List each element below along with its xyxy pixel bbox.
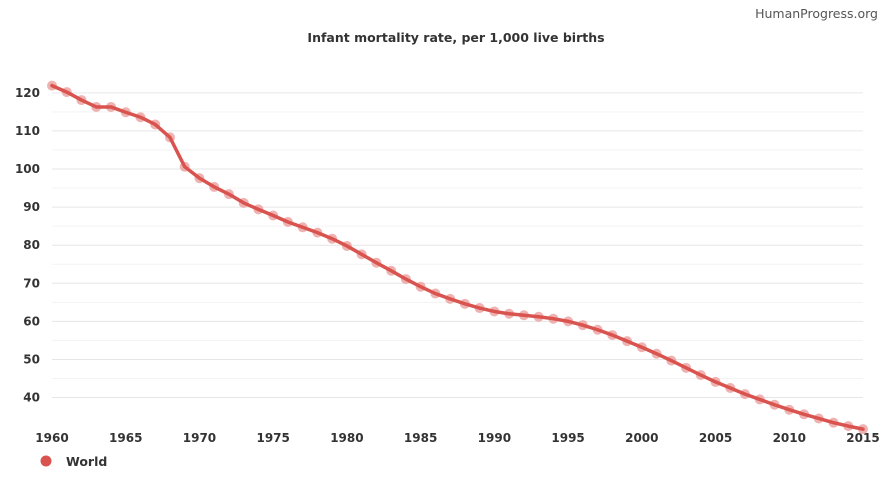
x-tick-label: 2015 [846, 431, 879, 445]
x-tick-label: 1980 [330, 431, 363, 445]
watermark: HumanProgress.org [755, 6, 878, 21]
y-tick-label: 70 [23, 276, 40, 290]
x-tick-label: 1960 [35, 431, 68, 445]
legend-label-world[interactable]: World [66, 454, 107, 469]
y-axis-ticks: 40 50 60 70 80 90 100 110 120 [15, 86, 40, 405]
x-axis-ticks: 1960 1965 1970 1975 1980 1985 1990 1995 2000 2005… [35, 431, 879, 445]
series-world [47, 80, 868, 435]
y-tick-label: 110 [15, 124, 40, 138]
x-tick-label: 1990 [478, 431, 511, 445]
x-tick-label: 1970 [183, 431, 216, 445]
y-tick-label: 100 [15, 162, 40, 176]
grid [52, 92, 863, 399]
series-line-world [50, 83, 865, 431]
y-tick-label: 40 [23, 391, 40, 405]
x-tick-label: 2005 [699, 431, 732, 445]
x-tick-label: 1995 [551, 431, 584, 445]
x-tick-label: 1975 [256, 431, 289, 445]
x-tick-label: 1965 [109, 431, 142, 445]
legend-swatch-world[interactable] [40, 455, 52, 467]
y-tick-label: 50 [23, 352, 40, 366]
y-tick-label: 60 [23, 314, 40, 328]
x-tick-label: 2010 [773, 431, 806, 445]
y-tick-label: 80 [23, 238, 40, 252]
legend[interactable]: World [40, 454, 108, 469]
y-tick-label: 90 [23, 200, 40, 214]
x-tick-label: 2000 [625, 431, 658, 445]
x-tick-label: 1985 [404, 431, 437, 445]
chart-title: Infant mortality rate, per 1,000 live bi… [307, 30, 604, 45]
y-tick-label: 120 [15, 86, 40, 100]
